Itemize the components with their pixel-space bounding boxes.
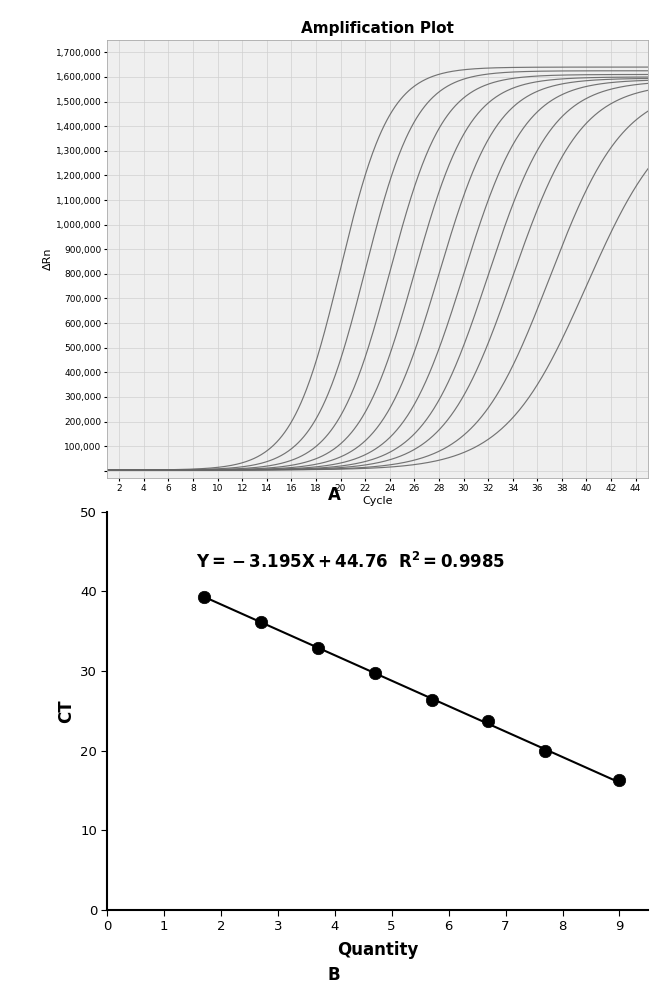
Title: Amplification Plot: Amplification Plot — [301, 21, 454, 36]
X-axis label: Quantity: Quantity — [337, 941, 418, 959]
Point — [483, 713, 494, 729]
Point — [614, 772, 625, 788]
Y-axis label: ΔRn: ΔRn — [43, 248, 53, 270]
Point — [312, 640, 323, 656]
Text: $\mathbf{Y = -3.195X + 44.76\ \ R^2=0.9985}$: $\mathbf{Y = -3.195X + 44.76\ \ R^2=0.99… — [196, 551, 505, 572]
Point — [198, 589, 209, 605]
Point — [540, 743, 551, 759]
Point — [369, 665, 380, 681]
X-axis label: Cycle: Cycle — [362, 496, 393, 506]
Y-axis label: CT: CT — [57, 699, 75, 723]
Point — [426, 692, 437, 708]
Text: A: A — [327, 486, 341, 504]
Text: B: B — [328, 966, 340, 984]
Point — [255, 614, 266, 630]
